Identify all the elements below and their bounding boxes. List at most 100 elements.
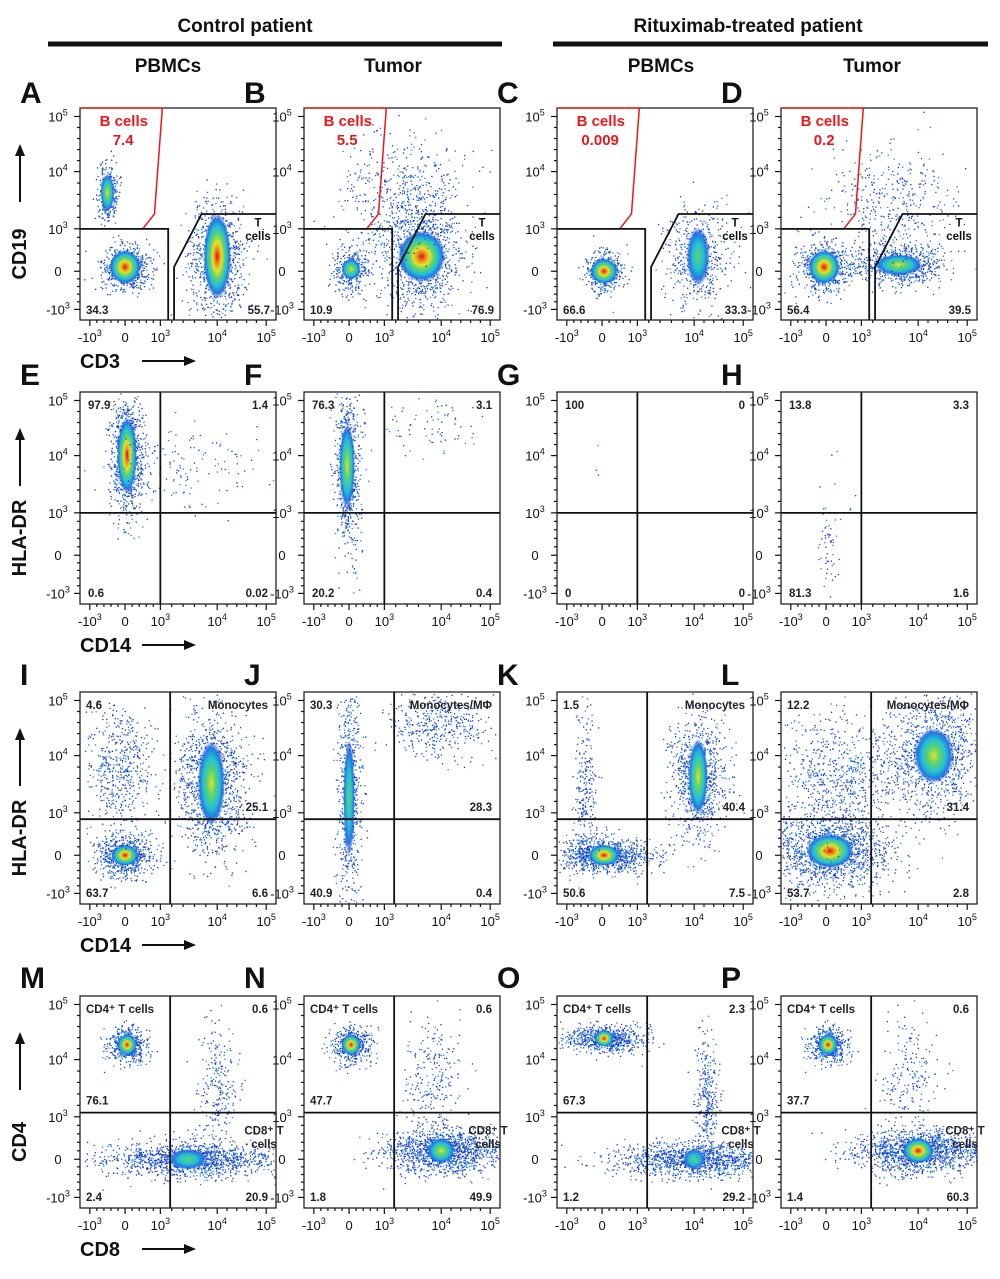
event-dot <box>403 284 405 286</box>
event-dot <box>354 172 356 174</box>
event-dot <box>610 290 612 293</box>
event-dot <box>132 283 135 285</box>
event-dot <box>416 291 418 293</box>
event-dot <box>421 282 423 284</box>
event-dot <box>342 277 344 279</box>
event-dot <box>449 265 451 267</box>
event-dot <box>814 252 817 254</box>
event-dot <box>187 263 189 265</box>
event-dot <box>454 274 456 276</box>
event-dot <box>436 275 438 277</box>
event-dot <box>472 256 474 258</box>
event-dot <box>402 304 404 306</box>
event-dot <box>417 168 419 170</box>
event-dot <box>411 183 413 186</box>
event-dot <box>376 130 378 132</box>
event-dot <box>419 241 421 243</box>
event-dot <box>191 262 193 264</box>
event-dot <box>838 289 840 291</box>
cell-population <box>92 150 122 227</box>
event-dot <box>119 250 121 252</box>
event-dot <box>421 213 424 216</box>
event-dot <box>152 278 155 281</box>
event-dot <box>472 253 474 255</box>
event-dot <box>342 255 344 257</box>
event-dot <box>437 281 439 283</box>
event-dot <box>715 293 717 296</box>
event-dot <box>137 252 139 255</box>
event-dot <box>433 243 436 246</box>
event-dot <box>153 258 155 261</box>
event-dot <box>446 267 448 270</box>
event-dot <box>677 280 679 282</box>
event-dot <box>389 215 391 217</box>
event-dot <box>397 216 400 218</box>
event-dot <box>489 171 491 173</box>
event-dot <box>444 278 446 280</box>
event-dot <box>443 246 445 248</box>
event-dot <box>791 260 794 263</box>
event-dot <box>368 272 370 274</box>
event-dot <box>132 284 134 286</box>
event-dot <box>381 226 383 228</box>
event-dot <box>203 309 205 311</box>
event-dot <box>445 266 447 268</box>
event-dot <box>113 211 115 213</box>
event-dot <box>198 257 200 260</box>
event-dot <box>808 257 810 259</box>
event-dot <box>422 196 424 198</box>
event-dot <box>154 269 156 271</box>
event-dot <box>402 288 404 290</box>
event-dot <box>133 252 135 254</box>
event-dot <box>664 293 667 295</box>
event-dot <box>631 266 633 268</box>
event-dot <box>237 294 239 297</box>
event-dot <box>225 211 227 213</box>
event-dot <box>672 287 675 289</box>
event-dot <box>141 274 143 276</box>
event-dot <box>99 208 101 211</box>
event-dot <box>100 182 102 184</box>
event-dot <box>675 229 677 231</box>
event-dot <box>444 188 446 190</box>
event-dot <box>626 283 629 285</box>
event-dot <box>432 223 434 226</box>
event-dot <box>390 263 392 265</box>
event-dot <box>598 295 600 297</box>
event-dot <box>686 211 688 213</box>
event-dot <box>135 280 137 282</box>
tick-label: 105 <box>480 328 499 345</box>
event-dot <box>440 175 443 177</box>
event-dot <box>445 264 447 266</box>
event-dot <box>234 278 236 280</box>
event-dot <box>592 282 595 284</box>
event-dot <box>395 273 397 275</box>
event-dot <box>106 216 108 218</box>
event-dot <box>409 129 411 131</box>
event-dot <box>411 283 414 285</box>
event-dot <box>401 307 404 309</box>
event-dot <box>102 208 104 211</box>
event-dot <box>602 257 604 259</box>
event-dot <box>343 209 345 211</box>
event-dot <box>378 226 381 229</box>
event-dot <box>626 244 628 246</box>
event-dot <box>447 229 449 231</box>
event-dot <box>592 257 594 259</box>
event-dot <box>678 238 680 240</box>
event-dot <box>106 283 108 286</box>
event-dot <box>231 266 233 269</box>
event-dot <box>605 283 607 285</box>
cell-population <box>170 179 268 318</box>
event-dot <box>449 197 452 199</box>
event-dot <box>246 240 249 242</box>
event-dot <box>688 232 690 235</box>
event-dot <box>422 184 424 186</box>
event-dot <box>417 223 419 226</box>
event-dot <box>192 288 195 291</box>
event-dot <box>329 283 331 286</box>
event-dot <box>451 304 453 307</box>
event-dot <box>428 156 430 159</box>
event-dot <box>404 300 406 302</box>
event-dot <box>338 280 340 283</box>
